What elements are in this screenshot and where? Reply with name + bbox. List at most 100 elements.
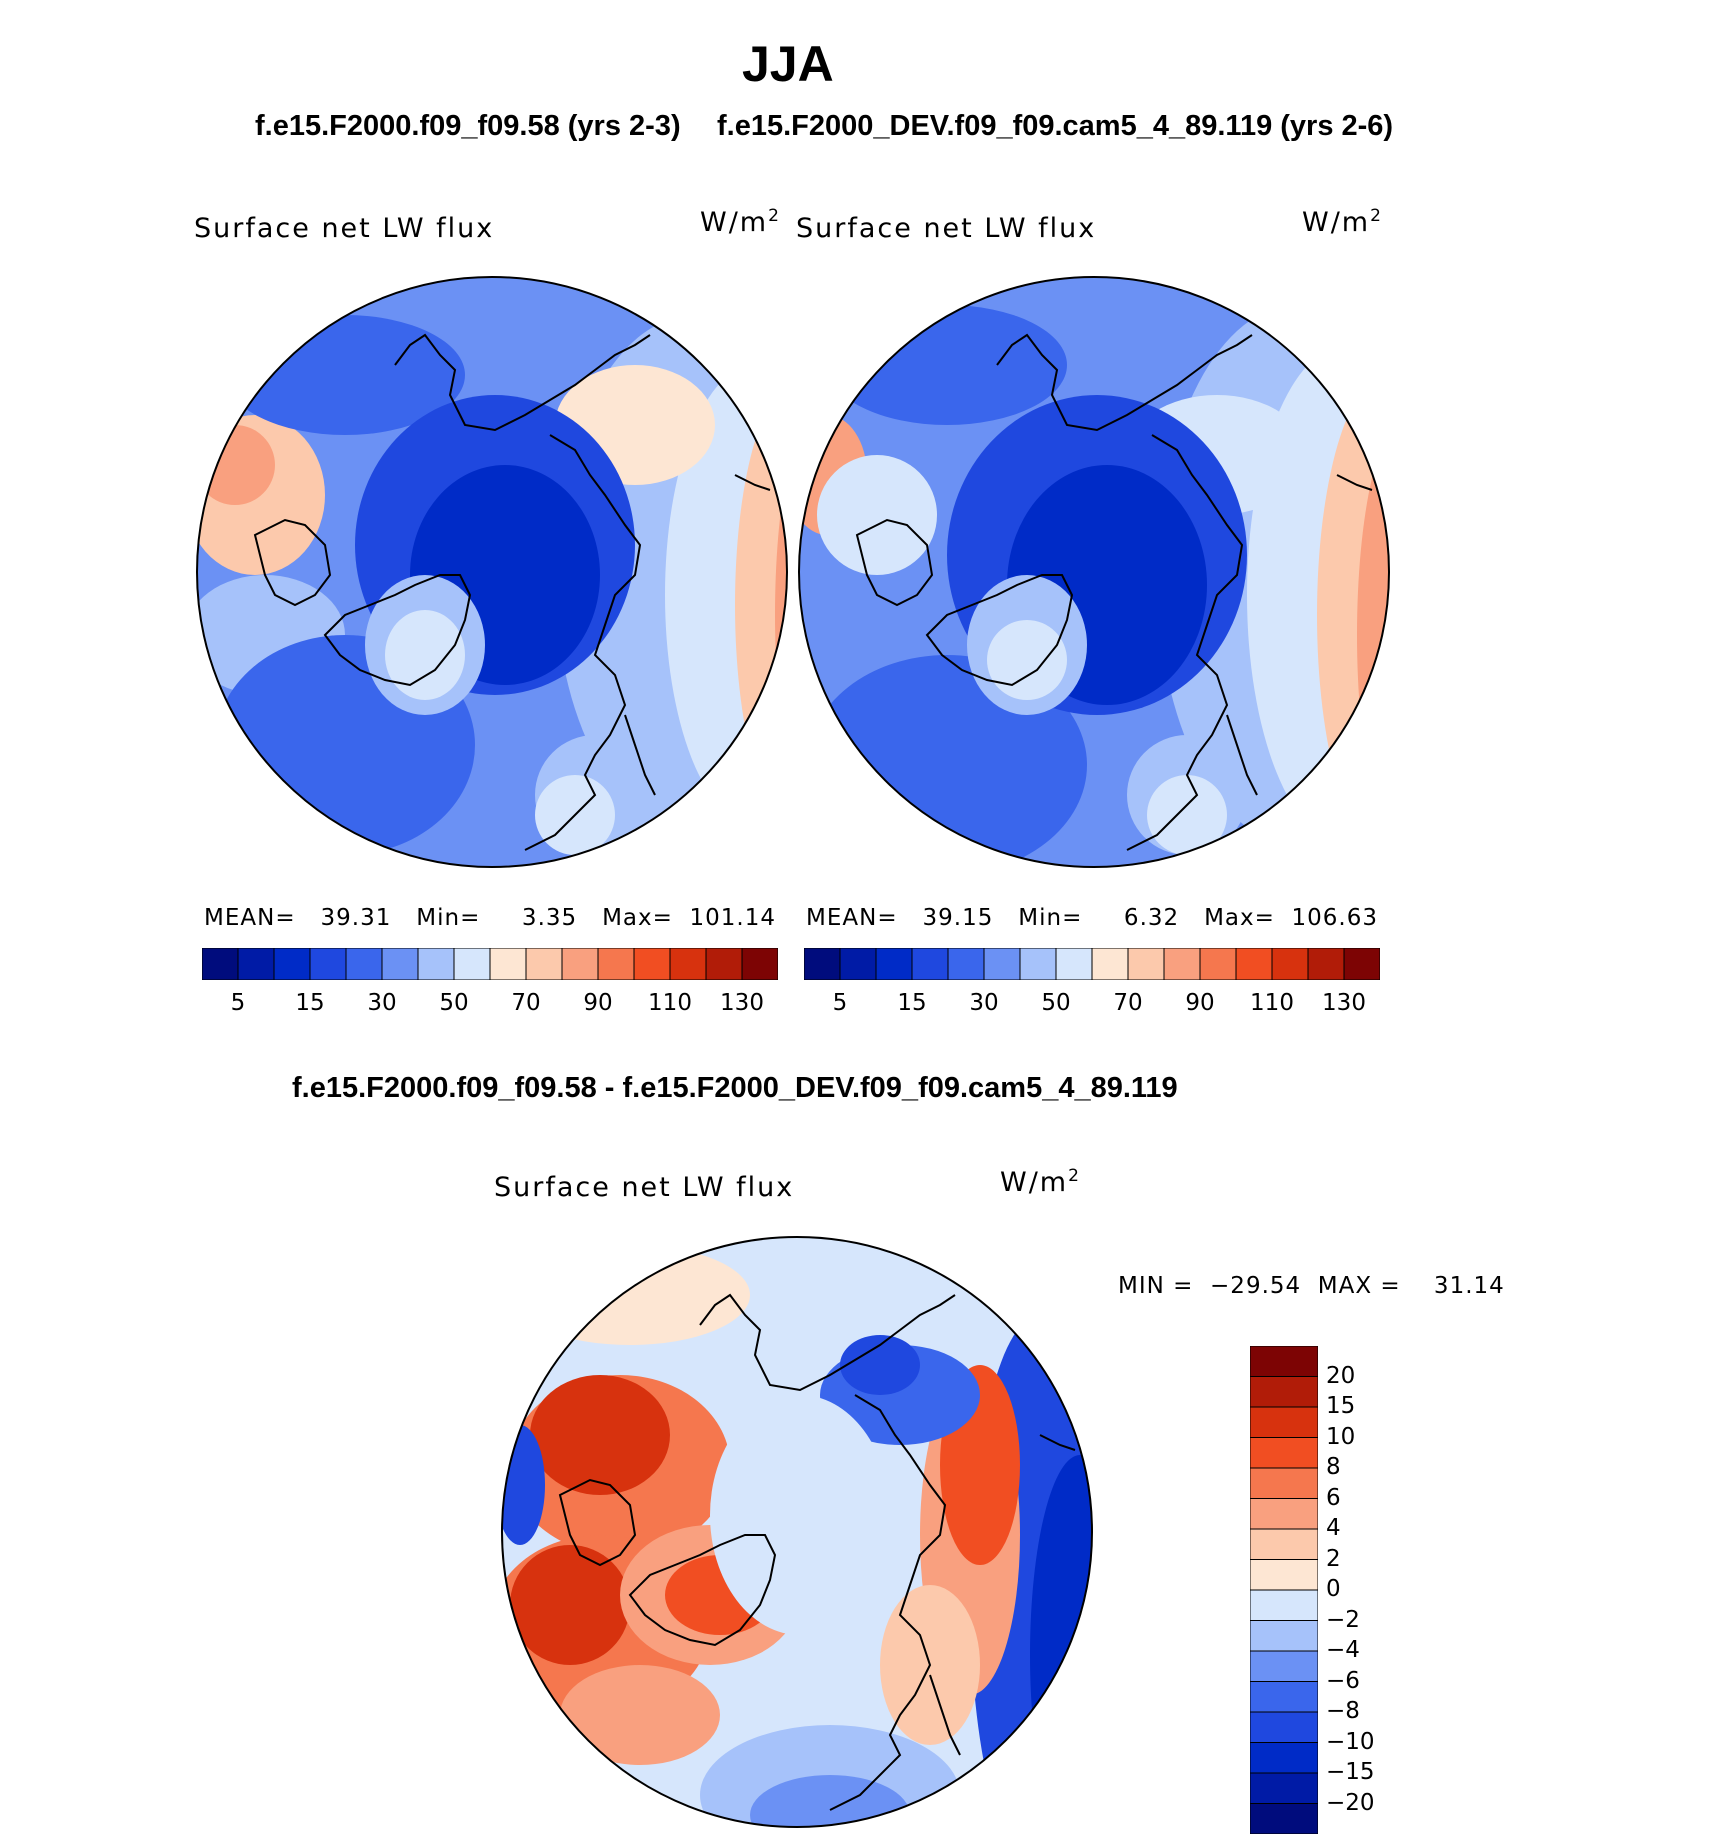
panel1-colorbar-swatch <box>202 948 239 980</box>
panel1-units: W/m2 <box>700 206 781 238</box>
case1-title: f.e15.F2000.f09_f09.58 (yrs 2-3) <box>255 110 681 142</box>
panel1-colorbar-swatch <box>237 948 275 980</box>
figure-title: JJA <box>742 36 834 92</box>
panel1-colorbar-ticks: 5 15 30 50 70 90 110 130 <box>202 990 778 1020</box>
diff-colorbar-ticks: 20 15 10 8 6 4 2 0 −2 −4 −6 −8 −10 −15 −20 <box>1326 1346 1406 1834</box>
panel2-stats: MEAN= 39.15 Min= 6.32 Max= 106.63 <box>806 905 1379 931</box>
diff-variable-label: Surface net LW flux <box>494 1172 795 1203</box>
panel1-colorbar-swatch <box>273 948 311 980</box>
diff-colorbar-swatch <box>1250 1589 1318 1621</box>
diff-colorbar-swatch <box>1250 1650 1318 1682</box>
panel1-colorbar-swatch <box>417 948 455 980</box>
diff-polar-map <box>501 1236 1093 1828</box>
diff-units-exp: 2 <box>1068 1166 1081 1186</box>
panel1-units-exp: 2 <box>768 206 781 226</box>
panel2-colorbar-tick-label: 110 <box>1250 990 1294 1016</box>
panel2-colorbar-swatch <box>1127 948 1165 980</box>
panel2-colorbar-swatch <box>1307 948 1345 980</box>
panel2-colorbar-swatch <box>875 948 913 980</box>
panel2-colorbar-swatch <box>1271 948 1309 980</box>
panel2-colorbar-swatch <box>1019 948 1057 980</box>
diff-units-base: W/m <box>1000 1167 1069 1198</box>
panel2-colorbar-tick-label: 130 <box>1322 990 1366 1016</box>
panel1-colorbar-swatch <box>525 948 563 980</box>
diff-colorbar-tick-label: 10 <box>1326 1423 1356 1450</box>
panel1-colorbar-swatch <box>309 948 347 980</box>
diff-colorbar-tick-label: 0 <box>1326 1576 1341 1602</box>
diff-colorbar-tick-label: 20 <box>1326 1362 1356 1389</box>
panel2-colorbar-swatch <box>1343 948 1380 980</box>
diff-colorbar-tick-label: −15 <box>1326 1759 1375 1785</box>
diff-colorbar-swatch <box>1250 1559 1318 1591</box>
diff-colorbar-swatch <box>1250 1620 1318 1652</box>
panel2-colorbar-swatch <box>911 948 949 980</box>
panel2-units-exp: 2 <box>1370 206 1383 226</box>
diff-colorbar-swatch <box>1250 1498 1318 1530</box>
panel1-colorbar-tick-label: 50 <box>439 990 469 1016</box>
diff-colorbar-tick-label: −20 <box>1326 1789 1375 1816</box>
panel1-stats: MEAN= 39.31 Min= 3.35 Max= 101.14 <box>204 905 777 931</box>
diff-colorbar <box>1250 1346 1318 1834</box>
panel2-colorbar-tick-label: 70 <box>1113 990 1143 1016</box>
diff-colorbar-tick-label: 4 <box>1326 1515 1341 1541</box>
panel2-colorbar-swatch <box>804 948 841 980</box>
case2-title: f.e15.F2000_DEV.f09_f09.cam5_4_89.119 (y… <box>717 110 1394 142</box>
diff-colorbar-swatch <box>1250 1346 1318 1377</box>
diff-colorbar-swatch <box>1250 1406 1318 1438</box>
panel2-colorbar-ticks: 5 15 30 50 70 90 110 130 <box>804 990 1380 1020</box>
panel1-colorbar-swatch <box>561 948 599 980</box>
panel1-colorbar-tick-label: 30 <box>367 990 397 1016</box>
diff-colorbar-tick-label: −6 <box>1326 1667 1360 1694</box>
diff-colorbar-tick-label: 6 <box>1326 1484 1341 1511</box>
panel2-colorbar-swatch <box>1055 948 1093 980</box>
panel1-colorbar-swatch <box>741 948 778 980</box>
panel1-colorbar-swatch <box>489 948 527 980</box>
diff-colorbar-swatch <box>1250 1528 1318 1560</box>
panel1-colorbar-tick-label: 70 <box>511 990 541 1016</box>
diff-colorbar-tick-label: 2 <box>1326 1545 1341 1572</box>
panel1-colorbar-swatch <box>633 948 671 980</box>
diff-colorbar-swatch <box>1250 1467 1318 1499</box>
diff-colorbar-tick-label: 15 <box>1326 1393 1356 1419</box>
panel1-colorbar-tick-label: 15 <box>295 990 325 1016</box>
panel1-colorbar-swatch <box>597 948 635 980</box>
panel2-colorbar-tick-label: 15 <box>897 990 927 1016</box>
diff-colorbar-tick-label: −4 <box>1326 1637 1360 1663</box>
diff-colorbar-tick-label: −10 <box>1326 1728 1375 1755</box>
panel2-units: W/m2 <box>1302 206 1383 238</box>
panel2-colorbar-swatch <box>1163 948 1201 980</box>
panel2-colorbar-tick-label: 90 <box>1185 990 1215 1016</box>
panel1-colorbar-swatch <box>453 948 491 980</box>
diff-units: W/m2 <box>1000 1166 1081 1198</box>
panel2-colorbar-tick-label: 50 <box>1041 990 1071 1016</box>
panel2-colorbar-swatch <box>1199 948 1237 980</box>
panel1-colorbar-swatch <box>705 948 743 980</box>
panel2-units-base: W/m <box>1302 207 1371 238</box>
panel1-variable-label: Surface net LW flux <box>194 213 495 244</box>
diff-colorbar-swatch <box>1250 1711 1318 1743</box>
panel1-colorbar-tick-label: 110 <box>648 990 692 1016</box>
diff-colorbar-tick-label: −8 <box>1326 1698 1360 1724</box>
diff-colorbar-swatch <box>1250 1772 1318 1804</box>
panel1-colorbar-tick-label: 130 <box>720 990 764 1016</box>
panel1-colorbar-tick-label: 5 <box>230 990 246 1016</box>
diff-colorbar-swatch <box>1250 1803 1318 1834</box>
diff-colorbar-swatch <box>1250 1681 1318 1713</box>
diff-colorbar-tick-label: 8 <box>1326 1454 1341 1480</box>
panel1-polar-map <box>196 276 788 868</box>
panel1-colorbar-swatch <box>345 948 383 980</box>
panel2-polar-map <box>798 276 1390 868</box>
panel1-units-base: W/m <box>700 207 769 238</box>
diff-colorbar-tick-label: −2 <box>1326 1606 1360 1633</box>
panel1-colorbar-tick-label: 90 <box>583 990 613 1016</box>
panel2-colorbar-swatch <box>983 948 1021 980</box>
diff-colorbar-swatch <box>1250 1742 1318 1774</box>
diff-colorbar-swatch <box>1250 1437 1318 1469</box>
panel2-colorbar-tick-label: 5 <box>832 990 848 1016</box>
panel1-colorbar <box>202 948 778 980</box>
diff-colorbar-swatch <box>1250 1376 1318 1408</box>
diff-stats: MIN = −29.54 MAX = 31.14 <box>1118 1273 1505 1299</box>
panel2-variable-label: Surface net LW flux <box>796 213 1097 244</box>
panel2-colorbar-swatch <box>1091 948 1129 980</box>
panel2-colorbar-swatch <box>1235 948 1273 980</box>
